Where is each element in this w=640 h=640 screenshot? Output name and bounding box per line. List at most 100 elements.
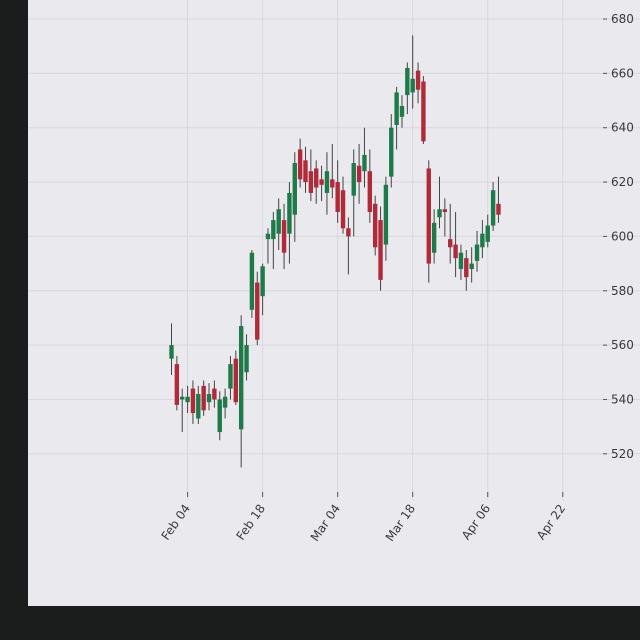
- candle-body: [356, 165, 362, 183]
- candle: [244, 334, 249, 381]
- candle-body: [405, 67, 410, 96]
- candle: [383, 176, 389, 261]
- candle: [474, 230, 480, 272]
- candle-body: [169, 345, 174, 359]
- candle-body: [314, 168, 319, 188]
- candle-body: [297, 149, 303, 180]
- candle: [169, 323, 174, 375]
- candle: [378, 206, 383, 291]
- candle-body: [480, 233, 485, 248]
- candle-body: [217, 399, 222, 433]
- candle: [453, 211, 458, 278]
- candle-body: [292, 163, 297, 215]
- candle: [410, 35, 415, 109]
- candle: [458, 244, 464, 280]
- candle-body: [206, 394, 212, 403]
- grid: [28, 0, 640, 500]
- candle: [201, 380, 206, 416]
- candle: [485, 214, 490, 248]
- candle: [238, 315, 244, 468]
- y-tick-label: 580: [611, 284, 634, 298]
- candle: [217, 391, 222, 441]
- candle-body: [496, 203, 501, 215]
- candle: [351, 149, 356, 237]
- candle-body: [490, 190, 496, 226]
- candle: [389, 114, 394, 188]
- candle: [206, 383, 212, 411]
- candle: [292, 152, 297, 242]
- candle-body: [383, 184, 389, 245]
- candle: [265, 228, 271, 264]
- candle: [431, 209, 437, 264]
- candle: [287, 182, 292, 264]
- candle: [222, 388, 228, 419]
- candle: [249, 250, 255, 318]
- y-tick-label: 640: [611, 121, 634, 135]
- candle: [308, 149, 314, 202]
- candle: [496, 176, 501, 223]
- candle: [356, 144, 362, 204]
- y-tick-label: 540: [611, 392, 634, 406]
- candle-body: [426, 168, 431, 264]
- candle-body: [238, 326, 244, 430]
- y-tick-label: 520: [611, 447, 634, 461]
- candle-body: [330, 179, 335, 188]
- candle-body: [437, 209, 442, 218]
- candle-body: [260, 266, 265, 297]
- candle-body: [394, 92, 399, 125]
- candle: [335, 160, 340, 223]
- candle-body: [212, 388, 217, 400]
- candle: [185, 385, 190, 414]
- candle: [340, 176, 346, 234]
- candle: [174, 355, 180, 411]
- candle-body: [196, 394, 201, 419]
- candle: [260, 263, 265, 316]
- candle-body: [244, 345, 249, 373]
- candle-body: [399, 105, 405, 117]
- candle: [399, 95, 405, 128]
- candle-body: [276, 209, 281, 234]
- candle: [437, 176, 442, 229]
- candle: [490, 182, 496, 231]
- candle: [233, 350, 239, 405]
- candle-body: [233, 358, 239, 403]
- candle-body: [410, 78, 415, 93]
- candle-body: [415, 70, 421, 90]
- candle-body: [367, 171, 373, 212]
- candle-body: [180, 396, 185, 400]
- candle-body: [335, 182, 340, 212]
- candle-body: [485, 225, 490, 242]
- candle-body: [340, 190, 346, 229]
- candle: [297, 138, 303, 188]
- candle-body: [287, 192, 292, 234]
- candle: [314, 160, 319, 204]
- candle-body: [303, 160, 308, 183]
- candle-body: [453, 244, 458, 259]
- candle-body: [362, 154, 367, 172]
- candle: [469, 247, 474, 283]
- candle-body: [389, 127, 394, 177]
- candle-body: [249, 252, 255, 310]
- candle: [324, 152, 330, 215]
- candle: [196, 385, 201, 424]
- candle-body: [281, 220, 287, 253]
- candle: [346, 217, 351, 275]
- candle-body: [271, 220, 276, 240]
- candle-body: [222, 396, 228, 408]
- candle: [180, 388, 185, 433]
- y-tick-label: 660: [611, 66, 634, 80]
- candle-body: [421, 81, 426, 142]
- candle: [276, 198, 281, 250]
- candle-body: [185, 396, 190, 403]
- candle: [271, 211, 276, 270]
- candle-body: [448, 239, 453, 248]
- candle-body: [351, 163, 356, 196]
- candle: [255, 271, 260, 346]
- candle: [303, 146, 308, 193]
- candle: [421, 76, 426, 145]
- candle-body: [442, 209, 448, 212]
- candle-body: [324, 171, 330, 193]
- candle-body: [174, 364, 180, 405]
- candle: [228, 355, 233, 400]
- candle: [415, 62, 421, 104]
